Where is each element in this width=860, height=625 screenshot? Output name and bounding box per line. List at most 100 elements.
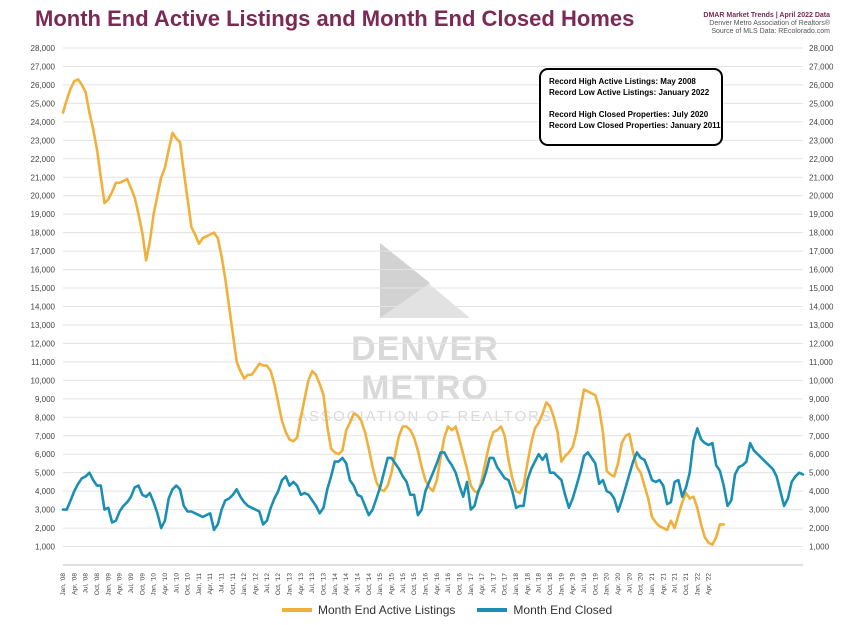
- legend-swatch-active: [282, 608, 312, 612]
- y-tick-label-left: 6,000: [35, 450, 56, 459]
- x-tick-label: Jan, '14: [332, 573, 339, 596]
- x-tick-label: Jul, '20: [626, 573, 633, 594]
- y-tick-label-right: 17,000: [809, 247, 834, 256]
- legend-label-active: Month End Active Listings: [318, 603, 456, 617]
- y-tick-label-right: 25,000: [809, 99, 834, 108]
- y-tick-label-right: 1,000: [809, 543, 830, 552]
- x-tick-label: Oct, '21: [683, 573, 690, 596]
- x-tick-label: Oct, '16: [456, 573, 463, 596]
- y-tick-label-left: 19,000: [31, 210, 56, 219]
- callout-line-2: Record Low Active Listings: January 2022: [549, 88, 710, 97]
- x-tick-label: Jul, '13: [309, 573, 316, 594]
- y-tick-label-left: 12,000: [31, 339, 56, 348]
- legend-swatch-closed: [477, 608, 508, 612]
- y-tick-label-right: 18,000: [809, 229, 834, 238]
- x-tick-label: Apr, '21: [660, 573, 667, 595]
- y-tick-label-left: 10,000: [31, 376, 56, 385]
- x-tick-label: Jul, '12: [264, 573, 271, 594]
- x-tick-label: Apr, '09: [117, 573, 124, 595]
- x-tick-label: Oct, '08: [94, 573, 101, 596]
- y-tick-label-right: 8,000: [809, 413, 830, 422]
- x-tick-label: Jul, '19: [581, 573, 588, 594]
- y-tick-label-right: 20,000: [809, 192, 834, 201]
- source-line-1: DMAR Market Trends | April 2022 Data: [703, 12, 830, 19]
- y-tick-label-right: 15,000: [809, 284, 834, 293]
- x-tick-label: Jan, '16: [422, 573, 429, 596]
- x-tick-label: Apr, '10: [162, 573, 169, 595]
- y-tick-label-right: 28,000: [809, 44, 834, 53]
- y-tick-label-right: 10,000: [809, 376, 834, 385]
- y-tick-label-left: 3,000: [35, 506, 56, 515]
- x-tick-label: Oct, '15: [411, 573, 418, 596]
- source-block: DMAR Market Trends | April 2022 Data Den…: [703, 12, 830, 36]
- x-tick-label: Jan, '18: [513, 573, 520, 596]
- y-tick-label-left: 7,000: [35, 432, 56, 441]
- y-tick-label-left: 17,000: [31, 247, 56, 256]
- x-tick-label: Apr, '12: [253, 573, 260, 595]
- x-tick-label: Jul, '16: [445, 573, 452, 594]
- y-tick-label-left: 1,000: [35, 543, 56, 552]
- series-line-closed: [61, 427, 805, 532]
- y-tick-label-left: 9,000: [35, 395, 56, 404]
- x-tick-label: Jan, '22: [694, 573, 701, 596]
- source-line-2: Denver Metro Association of Realtors®: [709, 20, 830, 27]
- x-tick-label: Jan, '20: [604, 573, 611, 596]
- x-tick-label: Apr, '14: [343, 573, 350, 595]
- x-tick-label: Jul, '17: [490, 573, 497, 594]
- x-tick-label: Jul, '15: [400, 573, 407, 594]
- chart-title: Month End Active Listings and Month End …: [35, 6, 635, 31]
- y-tick-label-left: 28,000: [31, 44, 56, 53]
- y-tick-label-right: 27,000: [809, 62, 834, 71]
- source-line-3: Source of MLS Data: REcolorado.com: [711, 28, 830, 35]
- x-tick-label: Jan, '13: [287, 573, 294, 596]
- record-callout: Record High Active Listings: May 2008 Re…: [539, 68, 723, 146]
- x-tick-label: Apr, '11: [207, 573, 214, 595]
- y-tick-label-right: 6,000: [809, 450, 830, 459]
- y-tick-label-left: 5,000: [35, 469, 56, 478]
- callout-line-3: Record High Closed Properties: July 2020: [549, 110, 709, 119]
- y-tick-label-right: 21,000: [809, 173, 834, 182]
- y-tick-label-right: 11,000: [809, 358, 833, 367]
- legend-label-closed: Month End Closed: [513, 603, 613, 617]
- y-tick-label-right: 2,000: [809, 524, 830, 533]
- y-tick-label-left: 27,000: [31, 62, 56, 71]
- x-tick-label: Jan, '11: [196, 573, 203, 595]
- y-tick-label-left: 21,000: [31, 173, 56, 182]
- callout-line-1: Record High Active Listings: May 2008: [549, 77, 696, 86]
- y-tick-label-left: 26,000: [31, 81, 56, 90]
- y-tick-label-right: 7,000: [809, 432, 830, 441]
- x-tick-label: Oct, '13: [321, 573, 328, 596]
- y-tick-label-right: 24,000: [809, 118, 834, 127]
- x-tick-label: Jan, '09: [105, 573, 112, 596]
- y-tick-label-right: 16,000: [809, 266, 834, 275]
- y-tick-label-right: 5,000: [809, 469, 830, 478]
- y-tick-label-left: 14,000: [31, 303, 56, 312]
- x-tick-label: Jan, '19: [558, 573, 565, 596]
- legend: Month End Active Listings Month End Clos…: [282, 603, 634, 617]
- y-tick-label-left: 8,000: [35, 413, 56, 422]
- y-tick-label-left: 22,000: [31, 155, 56, 164]
- x-tick-label: Jul, '08: [83, 573, 90, 594]
- x-tick-label: Jan, '10: [151, 573, 158, 596]
- x-tick-label: Apr, '19: [570, 573, 577, 595]
- series-line-active-listings: [61, 78, 726, 547]
- y-tick-label-right: 22,000: [809, 155, 834, 164]
- x-tick-label: Jul, '09: [128, 573, 135, 594]
- y-tick-label-left: 25,000: [31, 99, 56, 108]
- x-tick-label: Apr, '16: [434, 573, 441, 595]
- x-tick-label: Jan, '15: [377, 573, 384, 596]
- x-tick-label: Jan, '12: [241, 573, 248, 596]
- x-tick-label: Oct, '14: [366, 573, 373, 596]
- x-tick-label: Apr, '17: [479, 573, 486, 595]
- callout-line-4: Record Low Closed Properties: January 20…: [549, 121, 721, 130]
- x-tick-label: Oct, '10: [185, 573, 192, 596]
- y-tick-label-left: 15,000: [31, 284, 56, 293]
- x-tick-label: Apr, '20: [615, 573, 622, 595]
- x-tick-label: Jul, '18: [536, 573, 543, 594]
- y-tick-label-right: 9,000: [809, 395, 830, 404]
- y-tick-label-left: 24,000: [31, 118, 56, 127]
- y-tick-label-left: 16,000: [31, 266, 56, 275]
- y-tick-label-left: 13,000: [31, 321, 56, 330]
- y-tick-label-left: 18,000: [31, 229, 56, 238]
